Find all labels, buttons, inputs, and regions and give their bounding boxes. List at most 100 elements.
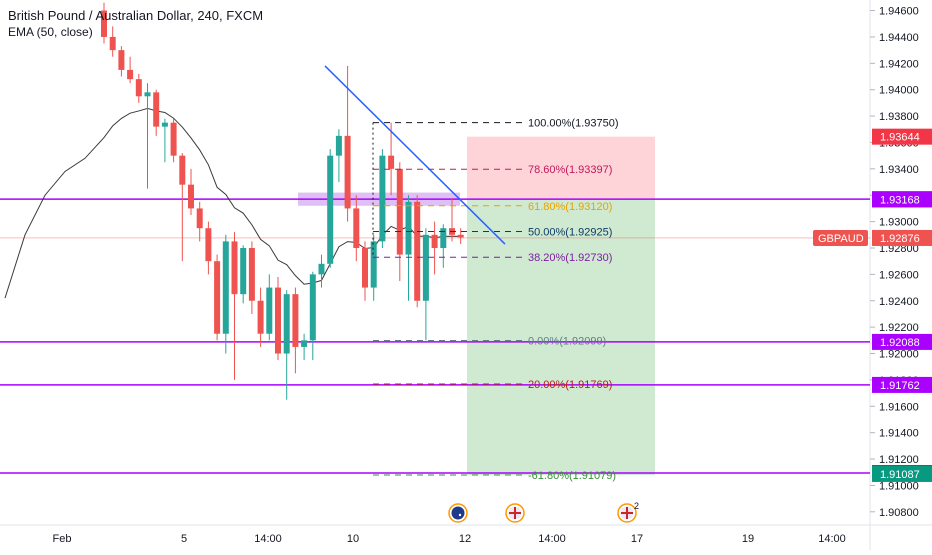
candle-body <box>188 184 194 209</box>
candle-body <box>309 274 316 341</box>
price-labels: 1.936441.931701.931681.928761.920881.917… <box>813 128 932 482</box>
candle-body <box>101 10 107 37</box>
price-tick-label: 1.94600 <box>879 6 919 18</box>
candle-body <box>144 92 151 97</box>
price-tick-label: 1.92200 <box>879 322 919 334</box>
fib-level-label: -61.80%(1.91079) <box>528 470 616 482</box>
price-tick-label: 1.91600 <box>879 401 919 413</box>
symbol-badge-bg <box>813 229 868 246</box>
price-tick-label: 1.92400 <box>879 296 919 308</box>
price-tick-label: 1.92000 <box>879 349 919 361</box>
price-label-bg <box>872 376 932 393</box>
candle-body <box>414 201 421 301</box>
candle-body <box>379 155 386 242</box>
fib-level-label: 20.00%(1.91769) <box>528 379 612 391</box>
candle-body <box>370 241 377 288</box>
symbol-title: British Pound / Australian Dollar, 240, … <box>8 8 264 23</box>
fib-level-label: 38.20%(1.92730) <box>528 252 612 264</box>
fib-level-label: 50.00%(1.92925) <box>528 227 612 239</box>
candle-body <box>135 79 142 97</box>
event-count: 2 <box>634 501 639 511</box>
australia-flag-icon <box>448 503 468 523</box>
uk-flag-icon <box>617 503 637 523</box>
economic-events: 2 <box>448 501 639 523</box>
chart-legend: British Pound / Australian Dollar, 240, … <box>8 8 263 40</box>
fib-level-label: 100.00%(1.93750) <box>528 118 619 130</box>
horizontal-levels <box>0 198 870 474</box>
candle-body <box>318 263 325 275</box>
price-tick-label: 1.93000 <box>879 217 919 229</box>
price-label: 1.92876 <box>880 233 920 245</box>
time-tick-label: Feb <box>53 533 72 545</box>
candle-body <box>422 234 429 301</box>
flag-fill <box>451 506 465 520</box>
candle-body <box>257 300 264 334</box>
fib-level-label: 0.00%(1.92099) <box>528 335 606 347</box>
price-label: 1.93644 <box>880 132 920 144</box>
candle-body <box>431 234 438 248</box>
candle-body <box>440 228 447 248</box>
stop-loss-zone <box>467 136 655 200</box>
candle-body <box>248 247 255 301</box>
take-profit-zone <box>467 199 655 476</box>
price-tick-label: 1.91200 <box>879 454 919 466</box>
time-tick-label: 19 <box>742 533 754 545</box>
time-tick-label: 14:00 <box>254 533 282 545</box>
candle-body <box>109 36 116 51</box>
time-tick-label: 12 <box>459 533 471 545</box>
candle-body <box>127 69 134 80</box>
uk-flag-icon <box>505 503 525 523</box>
candle-body <box>118 50 125 70</box>
price-label-bg <box>872 465 932 482</box>
candle-body <box>344 135 351 209</box>
candle-body <box>301 340 308 347</box>
candle-body <box>205 228 212 262</box>
time-tick-label: 17 <box>631 533 643 545</box>
candle-body <box>214 261 221 334</box>
candle-body <box>222 241 229 334</box>
candle-body <box>457 234 464 238</box>
price-label: 1.91762 <box>880 380 920 392</box>
price-label-bg <box>872 128 932 145</box>
time-tick-label: 14:00 <box>818 533 846 545</box>
candle-body <box>275 287 281 354</box>
price-label-bg <box>872 333 932 350</box>
price-label: 1.92088 <box>880 337 920 349</box>
candle-body <box>196 208 203 229</box>
time-tick-label: 5 <box>181 533 187 545</box>
price-tick-label: 1.91000 <box>879 480 919 492</box>
candle-body <box>388 155 395 169</box>
price-tick-label: 1.92800 <box>879 243 919 255</box>
candle-body <box>405 201 412 255</box>
price-tick-label: 1.93400 <box>879 164 919 176</box>
price-tick-label: 1.92600 <box>879 269 919 281</box>
price-label-bg <box>872 229 932 246</box>
candle-body <box>396 168 403 255</box>
price-tick-label: 1.93800 <box>879 111 919 123</box>
candle-body <box>240 247 247 295</box>
candle-body <box>153 92 160 127</box>
flag-star <box>458 513 462 517</box>
fib-retracement: 100.00%(1.93750) 78.60%(1.93397) 61.80%(1.… <box>372 118 619 482</box>
candle-body <box>292 294 299 347</box>
candle-body <box>335 135 342 156</box>
candle-body <box>161 122 168 127</box>
price-label: 1.93168 <box>880 194 920 206</box>
candle-body <box>327 155 334 264</box>
trendline <box>324 65 506 245</box>
time-axis[interactable]: Feb 5 14:00 10 12 14:00 17 19 14:00 <box>53 533 846 545</box>
time-tick-label: 10 <box>347 533 359 545</box>
price-axis[interactable]: 1.94600 1.94400 1.94200 1.94000 1.93800 1.936… <box>870 6 919 519</box>
candle-body <box>266 287 273 334</box>
candle-body <box>283 294 290 354</box>
price-tick-label: 1.94000 <box>879 85 919 97</box>
candles <box>101 2 464 400</box>
time-tick-label: 14:00 <box>538 533 566 545</box>
price-tick-label: 1.94200 <box>879 58 919 70</box>
price-tick-label: 1.90800 <box>879 507 919 519</box>
fib-level-label: 78.60%(1.93397) <box>528 164 612 176</box>
ema-50-line <box>4 107 461 299</box>
